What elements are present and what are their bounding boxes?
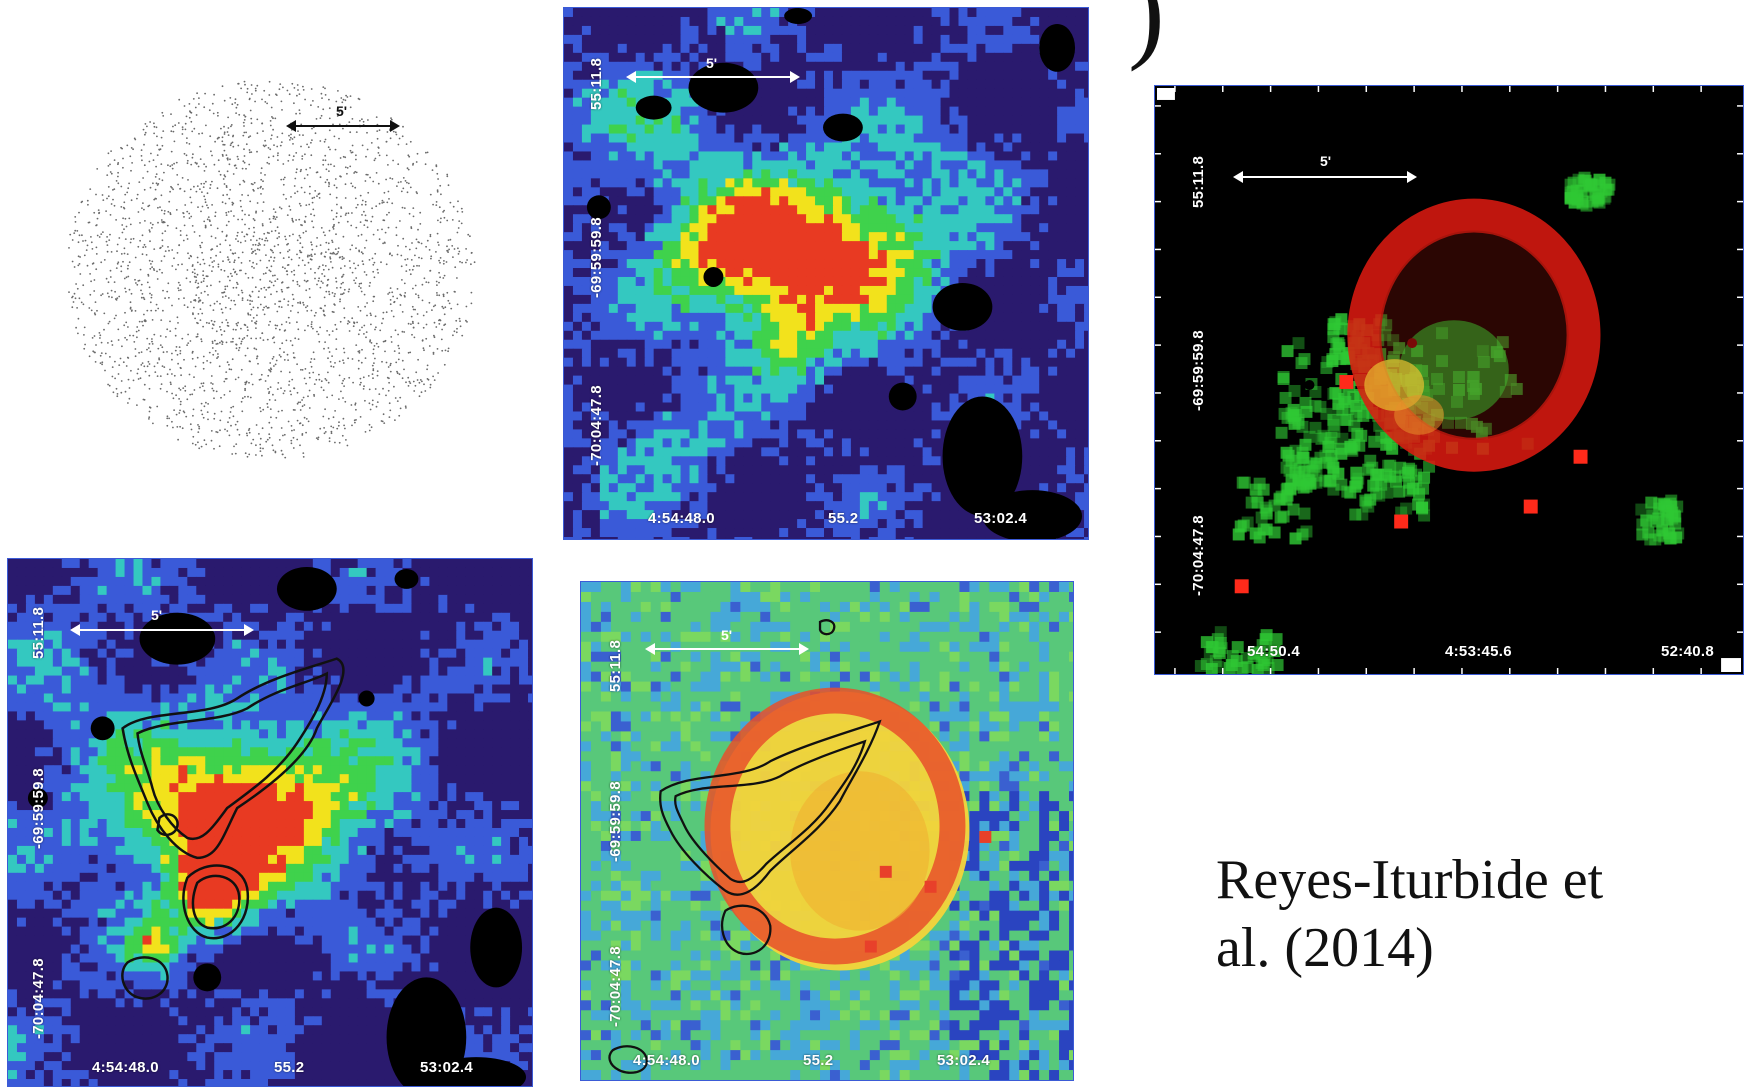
scale-arrow <box>70 624 254 636</box>
caption-line-2: al. (2014) <box>1216 917 1434 979</box>
dec-tick-2: -69:59:59.8 <box>30 768 47 849</box>
ra-tick-2: 4:53:45.6 <box>1445 643 1512 660</box>
scale-label: 5' <box>336 103 348 119</box>
dec-tick-1: 55:11.8 <box>1190 155 1207 208</box>
scale-arrow <box>286 120 400 132</box>
ra-tick-1: 54:50.4 <box>1247 643 1300 660</box>
dec-tick-2: -69:59:59.8 <box>1190 330 1207 411</box>
dec-tick-3: -70:04:47.8 <box>588 385 605 466</box>
scale-label: 5' <box>706 55 718 71</box>
citation-caption: Reyes-Iturbide et al. (2014) <box>1216 846 1736 982</box>
caption-line-1: Reyes-Iturbide et <box>1216 849 1604 911</box>
xray-heatmap <box>564 8 1088 539</box>
dec-tick-3: -70:04:47.8 <box>30 958 47 1039</box>
dec-tick-1: 55:11.8 <box>30 606 47 659</box>
ra-tick-2: 55.2 <box>828 510 859 527</box>
scale-arrow <box>645 643 809 655</box>
top-paren-fragment: ) <box>1128 0 1165 72</box>
ra-tick-3: 53:02.4 <box>974 510 1027 527</box>
ra-tick-3: 53:02.4 <box>420 1059 473 1076</box>
ra-tick-1: 4:54:48.0 <box>648 510 715 527</box>
dec-tick-2: -69:59:59.8 <box>607 781 624 862</box>
dec-tick-3: -70:04:47.8 <box>607 946 624 1027</box>
right-panel: 5' 55:11.8 -69:59:59.8 -70:04:47.8 54:50… <box>1154 85 1744 675</box>
scale-arrow <box>626 71 800 83</box>
ra-tick-3: 52:40.8 <box>1661 643 1714 660</box>
bottom-left-panel: 5' 55:11.8 -69:59:59.8 -70:04:47.8 4:54:… <box>7 558 533 1087</box>
ra-tick-1: 4:54:48.0 <box>92 1059 159 1076</box>
scale-label: 5' <box>1320 153 1332 169</box>
scatter-panel: 5' <box>40 55 510 495</box>
dec-tick-1: 55:11.8 <box>588 57 605 110</box>
scale-label: 5' <box>151 607 163 623</box>
radio-shell-contours <box>581 582 1073 1080</box>
dec-tick-2: -69:59:59.8 <box>588 217 605 298</box>
event-scatter-plot <box>68 80 476 459</box>
top-middle-panel: 5' 55:11.8 -69:59:59.8 -70:04:47.8 4:54:… <box>563 7 1089 540</box>
ra-tick-2: 55.2 <box>803 1052 834 1069</box>
ra-tick-3: 53:02.4 <box>937 1052 990 1069</box>
xray-heatmap-contours <box>8 559 532 1086</box>
dec-tick-1: 55:11.8 <box>607 639 624 692</box>
scale-label: 5' <box>721 627 733 643</box>
ra-tick-1: 4:54:48.0 <box>633 1052 700 1069</box>
composite-image <box>1155 86 1743 674</box>
scale-arrow <box>1233 171 1417 183</box>
dec-tick-3: -70:04:47.8 <box>1190 515 1207 596</box>
ra-tick-2: 55.2 <box>274 1059 305 1076</box>
bottom-middle-panel: 5' 55:11.8 -69:59:59.8 -70:04:47.8 4:54:… <box>580 581 1074 1081</box>
